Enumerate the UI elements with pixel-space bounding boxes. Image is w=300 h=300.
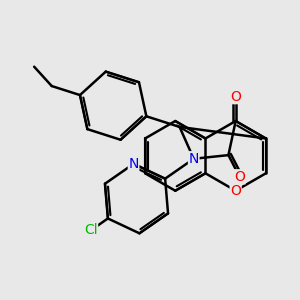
Text: N: N <box>128 157 139 171</box>
Text: O: O <box>234 170 245 184</box>
Text: N: N <box>189 152 199 166</box>
Text: O: O <box>230 90 241 104</box>
Text: Cl: Cl <box>84 224 98 237</box>
Text: O: O <box>230 184 241 198</box>
